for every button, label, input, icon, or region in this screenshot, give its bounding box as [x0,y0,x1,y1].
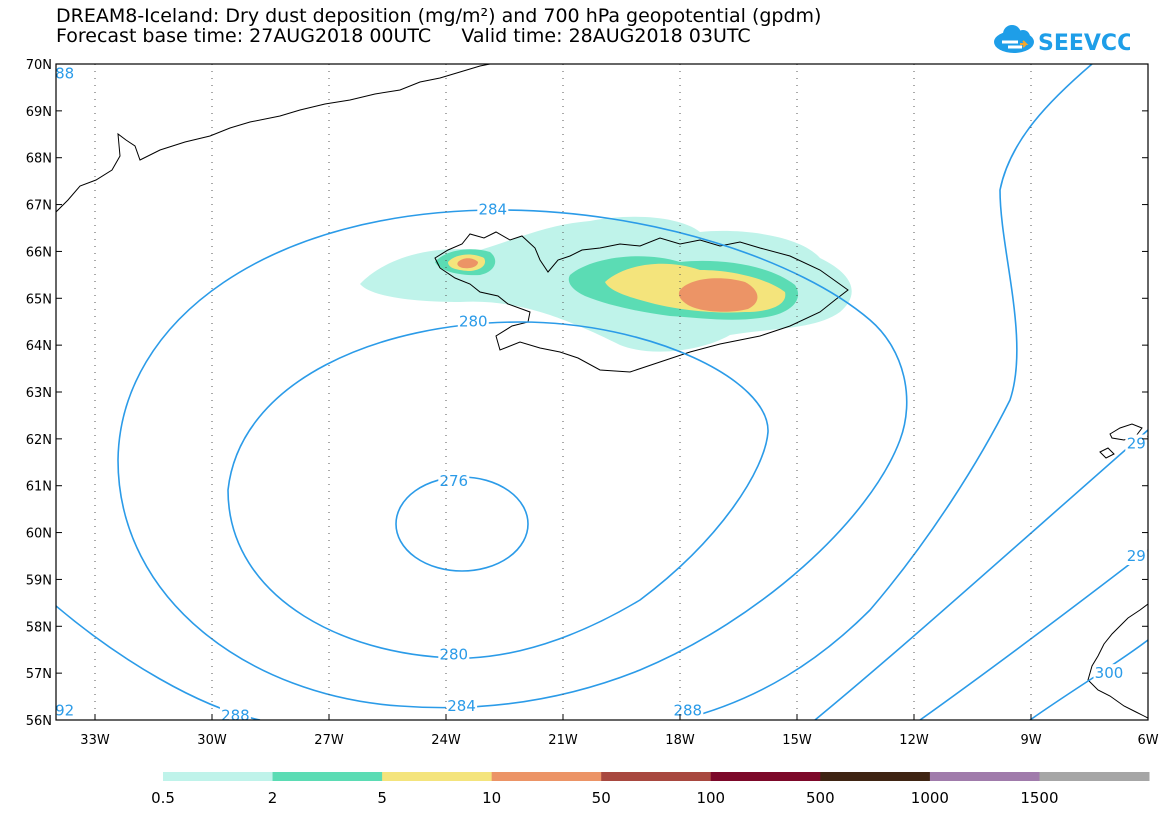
contour-label-bg [438,645,470,664]
legend-swatch [820,772,931,781]
legend-swatch [601,772,712,781]
longitude-axis: 33W 30W 27W 24W 21W 18W 15W 12W 9W 6W [80,714,1159,748]
contour-label-bg [219,706,251,720]
contour-label: 284 [478,200,507,218]
legend-swatch [929,772,1040,781]
lon-label: 27W [314,733,344,748]
contour-label-bg [477,200,509,219]
legend-label: 50 [592,789,611,807]
lat-label: 56N [26,714,52,729]
lon-grid [94,64,1032,720]
contour-280 [227,321,769,659]
contour-label: 29 [1127,547,1146,565]
contour-label: 300 [1095,664,1124,682]
legend-label: 5 [377,789,387,807]
faroe-coast-2 [1099,447,1115,459]
legend-swatch [382,772,493,781]
lon-label: 21W [548,733,578,748]
map-title: DREAM8-Iceland: Dry dust deposition (mg/… [56,5,822,27]
lon-label: 33W [80,733,110,748]
legend-label: 100 [696,789,725,807]
logo-text: SEEVCCC [1038,31,1130,56]
contour-labels: 284 280 276 280 284 288 288 292 288 29 29 300 [46,64,1148,724]
dust-band-10-west [457,258,478,269]
geopotential-contours [56,64,1148,720]
lat-label: 69N [26,105,52,120]
greenland-coast [56,64,491,213]
contour-label: 288 [46,64,75,82]
scotland-coast [1087,603,1148,719]
legend-label: 0.5 [151,789,175,807]
contour-284 [117,209,908,709]
cloud-icon [994,25,1034,53]
legend-label: 10 [482,789,501,807]
faroe-coast [1109,423,1143,441]
legend-label: 1500 [1020,789,1058,807]
contour-label: 276 [439,472,468,490]
deposition-legend: 0.5 2 5 10 50 100 500 1000 1500 [151,772,1150,807]
legend-label: 500 [806,789,835,807]
lat-label: 64N [26,339,52,354]
dust-band-10 [678,278,758,312]
contour-label: 292 [46,702,75,720]
lat-label: 67N [26,199,52,214]
contour-label: 280 [439,645,468,663]
contour-label-bg [1093,664,1125,683]
contour-label-bg [438,472,470,491]
lat-label: 59N [26,573,52,588]
lat-label: 68N [26,152,52,167]
contour-276 [395,476,529,572]
lat-label: 63N [26,386,52,401]
contour-300 [1029,639,1148,720]
iceland-coast [434,231,849,373]
lat-label: 62N [26,433,52,448]
contour-296 [919,549,1148,720]
contour-label: 288 [221,706,250,724]
lat-label: 61N [26,480,52,495]
contour-label-bg [1125,434,1148,453]
dust-deposition-shading [360,216,852,352]
contour-label-bg [56,64,76,83]
lon-label: 15W [782,733,812,748]
latitude-axis: 56N 57N 58N 59N 60N 61N 62N 63N 64N 65N 66N 67N 68N 6… [26,58,1148,729]
contour-label-bg [1125,547,1148,565]
lon-label: 9W [1020,733,1041,748]
contour-label: 29 [1127,435,1146,453]
legend-swatch [1039,772,1150,781]
lat-label: 70N [26,58,52,73]
lat-label: 57N [26,667,52,682]
lat-label: 66N [26,245,52,260]
seevccc-logo: SEEVCCC [994,25,1130,56]
lon-label: 18W [665,733,695,748]
legend-label: 2 [268,789,278,807]
lon-label: 24W [431,733,461,748]
legend-swatch [710,772,821,781]
contour-288 [56,64,1093,720]
lat-label: 65N [26,292,52,307]
lat-label: 60N [26,527,52,542]
lon-label: 30W [197,733,227,748]
contour-label: 284 [447,697,476,715]
lat-label: 58N [26,620,52,635]
contour-label-bg [446,696,478,715]
contour-label-bg [457,312,489,331]
contour-label: 280 [459,313,488,331]
forecast-time-line: Forecast base time: 27AUG2018 00UTC Vali… [56,25,751,47]
legend-swatch [163,772,274,781]
contour-label-bg [56,701,76,720]
legend-swatch [491,772,602,781]
lon-label: 6W [1137,733,1158,748]
map-area: 284 280 276 280 284 288 288 292 288 29 29 300 [46,64,1148,724]
lon-label: 12W [899,733,929,748]
legend-label: 1000 [911,789,949,807]
contour-292 [814,429,1148,720]
contour-label: 288 [673,702,702,720]
legend-swatch [272,772,383,781]
